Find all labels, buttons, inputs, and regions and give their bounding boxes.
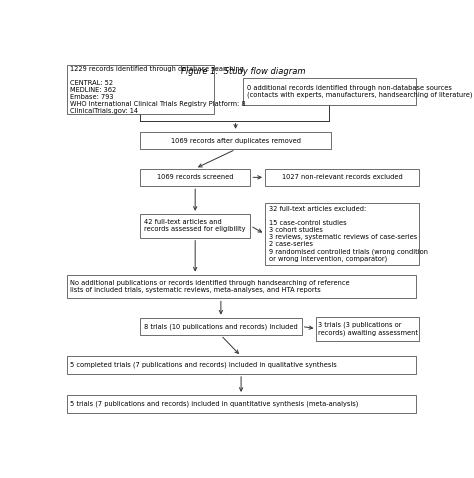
Text: Figure 1:  Study flow diagram: Figure 1: Study flow diagram <box>181 66 305 76</box>
FancyBboxPatch shape <box>243 77 416 105</box>
FancyBboxPatch shape <box>66 274 416 298</box>
FancyBboxPatch shape <box>140 132 331 150</box>
Text: 32 full-text articles excluded:

15 case-control studies
3 cohort studies
3 revi: 32 full-text articles excluded: 15 case-… <box>269 206 428 262</box>
Text: 1229 records identified through database searching

CENTRAL: 52
MEDLINE: 362
Emb: 1229 records identified through database… <box>70 65 246 114</box>
FancyBboxPatch shape <box>316 317 419 341</box>
Text: 1027 non-relevant records excluded: 1027 non-relevant records excluded <box>282 174 402 180</box>
Text: 1069 records after duplicates removed: 1069 records after duplicates removed <box>171 138 301 143</box>
FancyBboxPatch shape <box>66 356 416 374</box>
FancyBboxPatch shape <box>140 317 301 335</box>
Text: 5 trials (7 publications and records) included in quantitative synthesis (meta-a: 5 trials (7 publications and records) in… <box>70 401 359 407</box>
Text: 5 completed trials (7 publications and records) included in qualitative synthesi: 5 completed trials (7 publications and r… <box>70 362 337 369</box>
FancyBboxPatch shape <box>265 169 419 186</box>
Text: 8 trials (10 publications and records) included: 8 trials (10 publications and records) i… <box>144 323 298 330</box>
FancyBboxPatch shape <box>140 169 250 186</box>
Text: 3 trials (3 publications or
records) awaiting assessment: 3 trials (3 publications or records) awa… <box>318 322 418 336</box>
Text: No additional publications or records identified through handsearching of refere: No additional publications or records id… <box>70 280 350 293</box>
Text: 1069 records screened: 1069 records screened <box>157 174 233 180</box>
FancyBboxPatch shape <box>140 214 250 238</box>
Text: 42 full-text articles and
records assessed for eligibility: 42 full-text articles and records assess… <box>145 219 246 232</box>
FancyBboxPatch shape <box>66 65 213 114</box>
Text: 0 additional records identified through non-database sources
(contacts with expe: 0 additional records identified through … <box>246 85 472 98</box>
FancyBboxPatch shape <box>66 395 416 413</box>
FancyBboxPatch shape <box>265 203 419 265</box>
